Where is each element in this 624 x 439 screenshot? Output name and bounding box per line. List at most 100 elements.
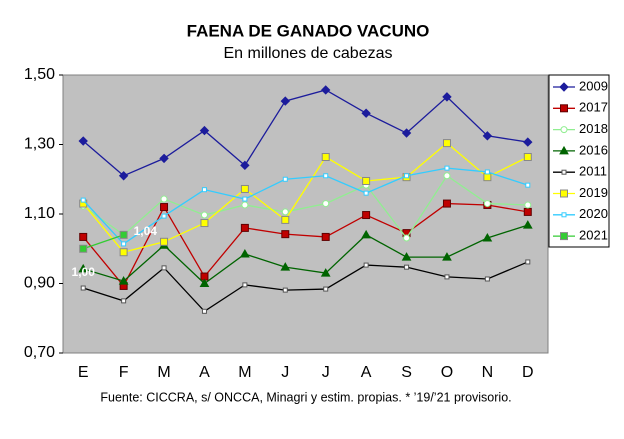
data-point	[523, 207, 532, 216]
x-tick-label: E	[78, 364, 89, 381]
data-point	[524, 201, 532, 209]
data-point	[362, 176, 371, 185]
data-point	[401, 252, 412, 261]
y-tick-label: 0,90	[24, 275, 55, 292]
data-point	[240, 223, 249, 232]
data-point	[161, 265, 167, 271]
data-point	[119, 248, 128, 257]
data-point	[361, 108, 371, 118]
legend-marker	[560, 189, 568, 198]
data-label: 1,04	[134, 224, 158, 238]
data-point	[281, 230, 290, 239]
data-point	[199, 278, 210, 287]
data-point	[482, 131, 493, 141]
plot-area	[62, 74, 549, 354]
y-tick-label: 1,50	[24, 66, 55, 83]
data-point	[282, 176, 288, 182]
x-tick-label: M	[157, 364, 170, 381]
data-point	[444, 165, 450, 171]
data-point	[483, 200, 491, 208]
x-tick-label: F	[119, 364, 129, 381]
y-tick-label: 1,30	[24, 136, 55, 153]
data-point	[159, 153, 169, 164]
x-tick-label: J	[281, 364, 289, 381]
data-point	[160, 203, 169, 212]
data-point	[483, 173, 492, 182]
data-point	[443, 172, 451, 180]
data-point	[321, 232, 330, 241]
data-point	[281, 215, 290, 224]
data-point	[323, 286, 329, 292]
data-point	[78, 136, 88, 146]
y-tick-label: 1,10	[24, 205, 55, 222]
data-point	[242, 196, 248, 202]
legend-marker	[559, 145, 569, 155]
series-line	[82, 234, 124, 250]
data-point	[525, 182, 531, 188]
data-label: 1,00	[72, 265, 96, 279]
legend-label: 2020	[579, 206, 608, 221]
data-point	[323, 173, 329, 179]
x-tick-label: S	[401, 364, 412, 381]
data-point	[525, 259, 531, 265]
data-point	[442, 139, 451, 148]
data-point	[121, 241, 127, 247]
data-point	[160, 195, 168, 203]
series-line	[83, 224, 528, 285]
legend-box	[548, 74, 610, 248]
data-point	[242, 282, 248, 288]
data-point	[363, 262, 369, 268]
chart-title: FAENA DE GANADO VACUNO	[187, 21, 430, 40]
data-point	[240, 248, 250, 258]
data-point	[404, 264, 410, 270]
data-point	[78, 263, 89, 273]
data-point	[280, 96, 290, 106]
data-point	[321, 153, 330, 162]
legend-marker	[560, 126, 568, 134]
legend-label: 2021	[579, 228, 608, 243]
x-tick-label: A	[361, 364, 372, 381]
data-point	[200, 211, 208, 219]
data-point	[199, 125, 210, 136]
data-point	[444, 274, 450, 280]
legend-label: 2016	[579, 142, 608, 157]
legend-label: 2018	[579, 121, 608, 136]
data-point	[442, 92, 452, 102]
data-point	[201, 187, 207, 193]
data-point	[322, 200, 330, 208]
data-point	[484, 169, 490, 175]
data-point	[320, 268, 331, 277]
x-tick-label: O	[441, 364, 453, 381]
data-point	[79, 232, 88, 241]
data-point	[240, 184, 249, 193]
data-point	[403, 234, 411, 242]
data-point	[522, 220, 533, 229]
data-point	[482, 232, 493, 242]
data-point	[484, 276, 490, 282]
x-tick-label: N	[482, 364, 494, 381]
legend-marker	[559, 82, 569, 92]
x-tick-label: A	[199, 364, 210, 381]
data-point	[79, 244, 88, 253]
data-point	[442, 199, 451, 208]
data-point	[523, 137, 533, 147]
data-point	[361, 229, 371, 239]
data-point	[121, 298, 127, 304]
data-point	[240, 160, 250, 171]
series-line	[82, 174, 528, 240]
data-point	[282, 287, 288, 293]
legend-label: 2019	[579, 185, 608, 200]
legend-marker	[561, 212, 567, 218]
data-point	[119, 230, 128, 239]
legend-marker	[561, 169, 567, 175]
legend-label: 2017	[579, 100, 608, 115]
data-point	[281, 208, 289, 216]
data-point	[118, 276, 129, 285]
data-point	[201, 308, 207, 314]
data-point	[362, 211, 371, 220]
data-point	[160, 237, 169, 246]
x-tick-label: J	[322, 364, 330, 381]
data-point	[80, 285, 86, 291]
series-line	[82, 142, 529, 253]
